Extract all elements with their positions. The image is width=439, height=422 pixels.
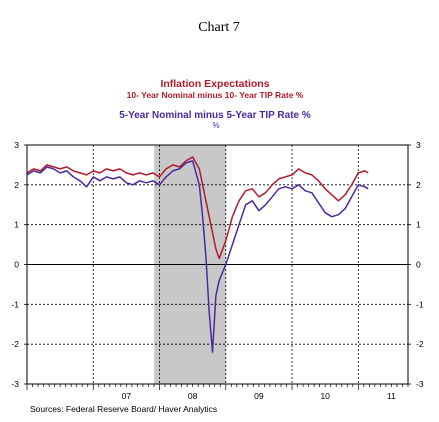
y-tick-label-right: 1 bbox=[416, 220, 421, 230]
y-tick-label-left: -1 bbox=[11, 299, 19, 309]
chart-title: Inflation Expectations bbox=[160, 78, 269, 90]
legend-entry-10yr: 10- Year Nominal minus 10- Year TIP Rate… bbox=[127, 90, 304, 100]
y-tick-label-left: 3 bbox=[14, 140, 19, 150]
x-tick-label: 07 bbox=[122, 391, 132, 401]
y-tick-label-left: 1 bbox=[14, 220, 19, 230]
legend-entry-5yr-unit: % bbox=[212, 121, 219, 130]
page-title: Chart 7 bbox=[198, 20, 240, 35]
y-tick-label-left: 0 bbox=[14, 260, 19, 270]
y-tick-label-left: -3 bbox=[11, 379, 19, 389]
y-tick-label-left: -2 bbox=[11, 339, 19, 349]
source-note: Sources: Federal Reserve Board/ Haver An… bbox=[30, 404, 217, 414]
y-tick-label-right: -1 bbox=[416, 299, 424, 309]
y-tick-label-right: -3 bbox=[416, 379, 424, 389]
series-line-10yr bbox=[26, 156, 369, 260]
x-tick-label: 08 bbox=[188, 391, 198, 401]
y-tick-label-right: 3 bbox=[416, 140, 421, 150]
y-tick-label-right: -2 bbox=[416, 339, 424, 349]
series-line-5yr bbox=[26, 160, 369, 353]
x-tick-label: 10 bbox=[320, 391, 330, 401]
plot-area: 3 32 21 10 0-1 -1-2 -2-3 -307 08 09 10 11 bbox=[11, 140, 423, 401]
x-tick-label: 09 bbox=[254, 391, 264, 401]
y-tick-label-right: 0 bbox=[416, 260, 421, 270]
y-tick-label-left: 2 bbox=[14, 180, 19, 190]
y-tick-label-right: 2 bbox=[416, 180, 421, 190]
x-tick-label: 11 bbox=[387, 391, 396, 401]
legend-entry-5yr: 5-Year Nominal minus 5-Year TIP Rate % bbox=[119, 110, 311, 121]
